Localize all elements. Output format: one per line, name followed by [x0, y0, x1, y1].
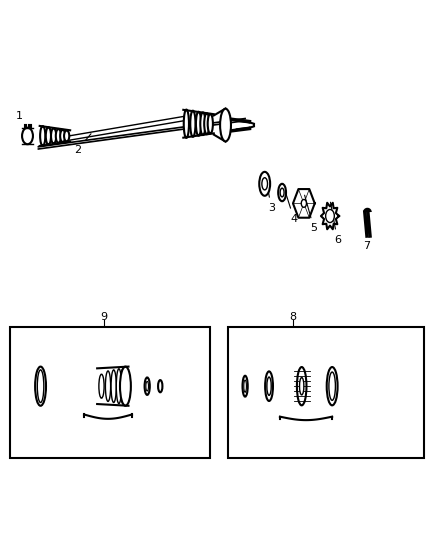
Bar: [10, 327, 210, 458]
Text: 5: 5: [304, 195, 318, 233]
Text: 4: 4: [283, 184, 297, 224]
Text: 8: 8: [290, 312, 297, 321]
Ellipse shape: [259, 172, 270, 196]
Ellipse shape: [265, 372, 273, 401]
Text: 6: 6: [331, 202, 341, 245]
Text: 1: 1: [16, 111, 28, 133]
Ellipse shape: [220, 109, 231, 141]
Ellipse shape: [146, 382, 148, 391]
Bar: [228, 327, 424, 458]
Ellipse shape: [64, 131, 69, 141]
Text: 2: 2: [74, 134, 91, 155]
Ellipse shape: [325, 209, 334, 223]
Ellipse shape: [327, 367, 338, 405]
Ellipse shape: [204, 114, 209, 134]
Polygon shape: [321, 203, 339, 229]
Ellipse shape: [297, 367, 307, 405]
Text: 7: 7: [364, 213, 371, 252]
Ellipse shape: [267, 377, 271, 395]
Ellipse shape: [244, 380, 247, 392]
Ellipse shape: [37, 370, 44, 402]
Ellipse shape: [120, 367, 131, 406]
Ellipse shape: [190, 111, 195, 137]
Text: 9: 9: [100, 312, 107, 321]
Ellipse shape: [145, 377, 150, 395]
Ellipse shape: [158, 380, 162, 392]
Ellipse shape: [46, 127, 51, 144]
Ellipse shape: [278, 184, 286, 201]
Ellipse shape: [300, 377, 304, 395]
Ellipse shape: [116, 369, 121, 403]
Ellipse shape: [301, 199, 307, 207]
Ellipse shape: [51, 128, 56, 143]
Ellipse shape: [120, 368, 126, 404]
Ellipse shape: [99, 374, 104, 398]
Ellipse shape: [329, 372, 336, 400]
Ellipse shape: [56, 129, 61, 143]
Text: 3: 3: [265, 173, 275, 213]
Ellipse shape: [262, 177, 268, 190]
Polygon shape: [293, 189, 315, 217]
Ellipse shape: [280, 188, 284, 197]
Ellipse shape: [208, 114, 213, 134]
Ellipse shape: [22, 128, 33, 144]
Ellipse shape: [243, 376, 248, 397]
Ellipse shape: [200, 112, 205, 135]
Ellipse shape: [111, 370, 116, 402]
Ellipse shape: [196, 112, 201, 136]
Ellipse shape: [60, 130, 65, 142]
Ellipse shape: [106, 371, 111, 401]
Ellipse shape: [184, 110, 189, 138]
Ellipse shape: [35, 367, 46, 406]
Ellipse shape: [40, 126, 46, 146]
